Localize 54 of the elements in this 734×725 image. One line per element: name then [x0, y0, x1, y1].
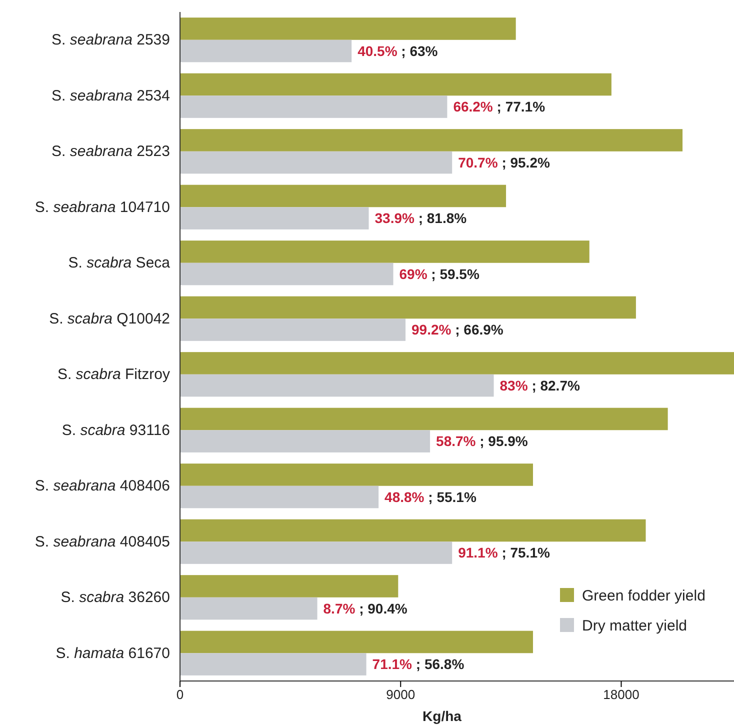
annotation: 99.2% ; 66.9%: [412, 322, 504, 338]
legend-label: Green fodder yield: [582, 587, 706, 604]
annotation: 40.5% ; 63%: [358, 42, 438, 59]
y-tick-label: S. seabrana 2539: [52, 32, 170, 49]
bar: [180, 542, 452, 564]
bar: [180, 464, 533, 486]
bar: [180, 318, 406, 341]
y-tick-label: S. scabra Fitzroy: [57, 366, 170, 384]
annotation: 69% ; 59.5%: [399, 266, 480, 282]
y-tick-label: S. scabra 36260: [60, 589, 170, 606]
annotation: 58.7% ; 95.9%: [436, 433, 528, 450]
bar: [180, 151, 452, 174]
bar: [180, 653, 366, 676]
legend-label: Dry matter yield: [582, 617, 688, 634]
bar: [180, 408, 668, 430]
y-tick-label: S. scabra Seca: [68, 254, 171, 272]
bar: [180, 129, 683, 152]
y-tick-label: S. seabrana 2534: [52, 87, 170, 104]
bar: [180, 575, 398, 598]
annotation: 8.7% ; 90.4%: [323, 600, 408, 616]
bar: [180, 73, 612, 96]
annotation: 66.2% ; 77.1%: [453, 98, 546, 115]
bar: [180, 597, 318, 620]
annotation: 71.1% ; 56.8%: [372, 656, 465, 672]
x-tick-label: 0: [176, 687, 184, 702]
annotation: 91.1% ; 75.1%: [458, 544, 550, 561]
y-tick-label: S. seabrana 104710: [34, 198, 170, 216]
x-axis-title: Kg/ha: [422, 708, 462, 724]
bar: [180, 519, 646, 542]
bar: [180, 486, 379, 508]
bar: [180, 374, 494, 397]
bar: [180, 40, 352, 62]
bar: [180, 630, 533, 654]
bar: [180, 296, 636, 319]
annotation: 70.7% ; 95.2%: [458, 154, 550, 170]
bar: [180, 207, 369, 230]
bar: [180, 18, 516, 40]
y-tick-label: S. seabrana 2523: [52, 143, 170, 160]
bar: [180, 184, 506, 208]
bar: [180, 430, 430, 452]
annotation: 83% ; 82.7%: [500, 377, 580, 394]
y-tick-label: S. seabrana 408406: [34, 478, 170, 495]
y-tick-label: S. seabrana 408405: [34, 533, 170, 550]
y-tick-label: S. hamata 61670: [56, 644, 170, 662]
bar: [180, 240, 590, 263]
bar: [180, 352, 734, 374]
x-tick-label: 9000: [386, 687, 416, 702]
x-tick-label: 18000: [603, 687, 640, 702]
bar: [180, 96, 448, 118]
y-tick-label: S. scabra Q10042: [49, 310, 170, 328]
annotation: 33.9% ; 81.8%: [374, 210, 468, 226]
bar: [180, 262, 394, 286]
y-tick-label: S. scabra 93116: [62, 422, 170, 439]
annotation: 48.8% ; 55.1%: [384, 488, 477, 505]
